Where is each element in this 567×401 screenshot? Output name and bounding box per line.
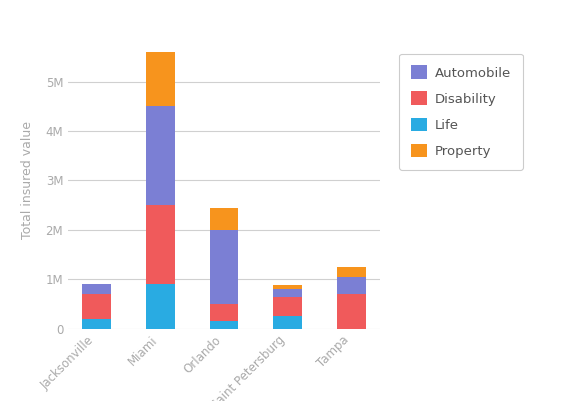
Bar (210, 208, 238, 230)
Bar (146, 106, 175, 205)
Bar (82, 284, 111, 294)
Bar (82, 294, 111, 319)
Bar (337, 294, 366, 329)
Bar (146, 52, 175, 106)
Bar (210, 322, 238, 329)
Bar (273, 316, 302, 329)
Bar (273, 297, 302, 316)
Bar (273, 289, 302, 297)
Y-axis label: Total insured value: Total insured value (22, 122, 35, 239)
Bar (146, 284, 175, 329)
Bar (210, 230, 238, 304)
Bar (273, 285, 302, 289)
Bar (337, 277, 366, 294)
Bar (82, 319, 111, 329)
Bar (337, 267, 366, 277)
Bar (146, 205, 175, 284)
Bar (210, 304, 238, 322)
Legend: Automobile, Disability, Life, Property: Automobile, Disability, Life, Property (399, 53, 523, 170)
